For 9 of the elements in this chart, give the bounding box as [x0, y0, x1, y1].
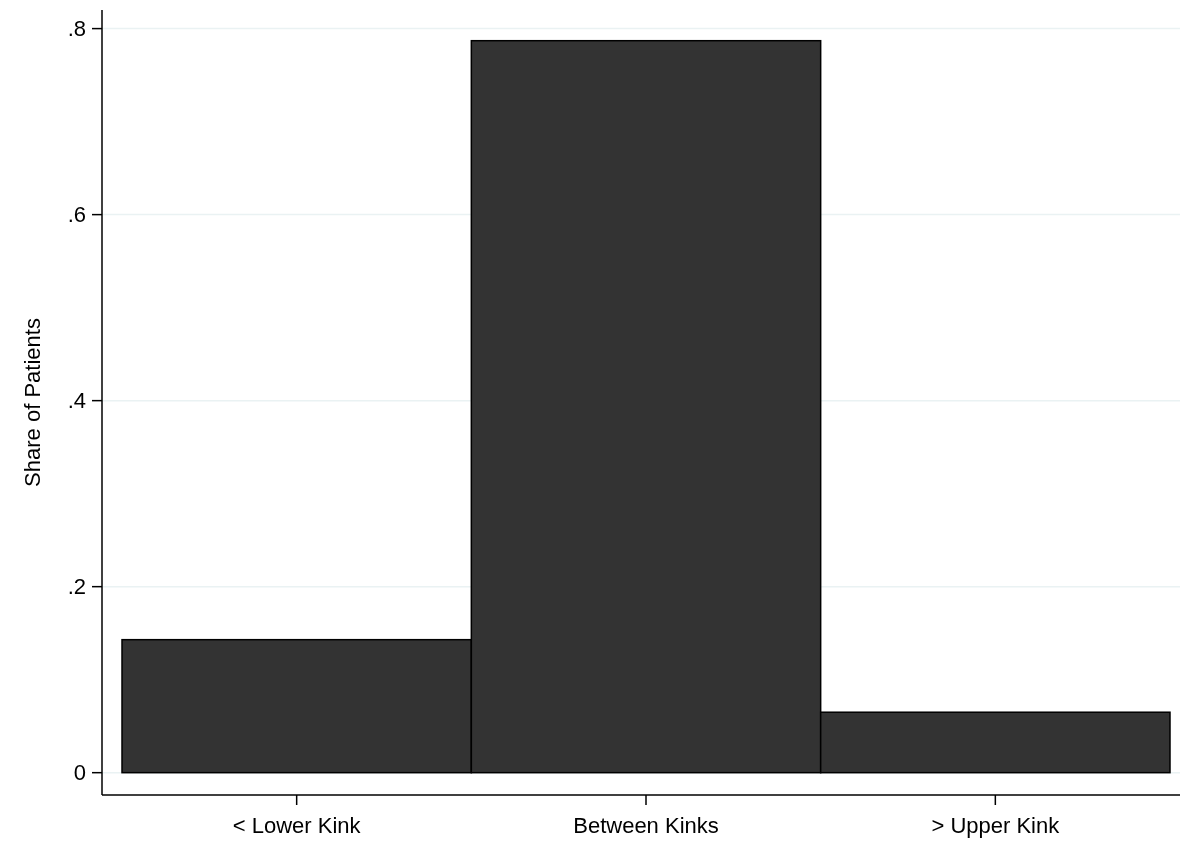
x-tick-label: > Upper Kink	[931, 813, 1061, 838]
y-axis-title: Share of Patients	[20, 318, 45, 487]
y-tick-label: .2	[67, 574, 86, 600]
y-tick-label: .4	[67, 388, 86, 414]
y-tick-label: .6	[67, 202, 86, 228]
y-tick-label: .8	[67, 16, 86, 42]
y-tick-label: 0	[73, 760, 86, 786]
x-tick-label: < Lower Kink	[232, 813, 362, 838]
x-tick-label: Between Kinks	[573, 813, 719, 838]
